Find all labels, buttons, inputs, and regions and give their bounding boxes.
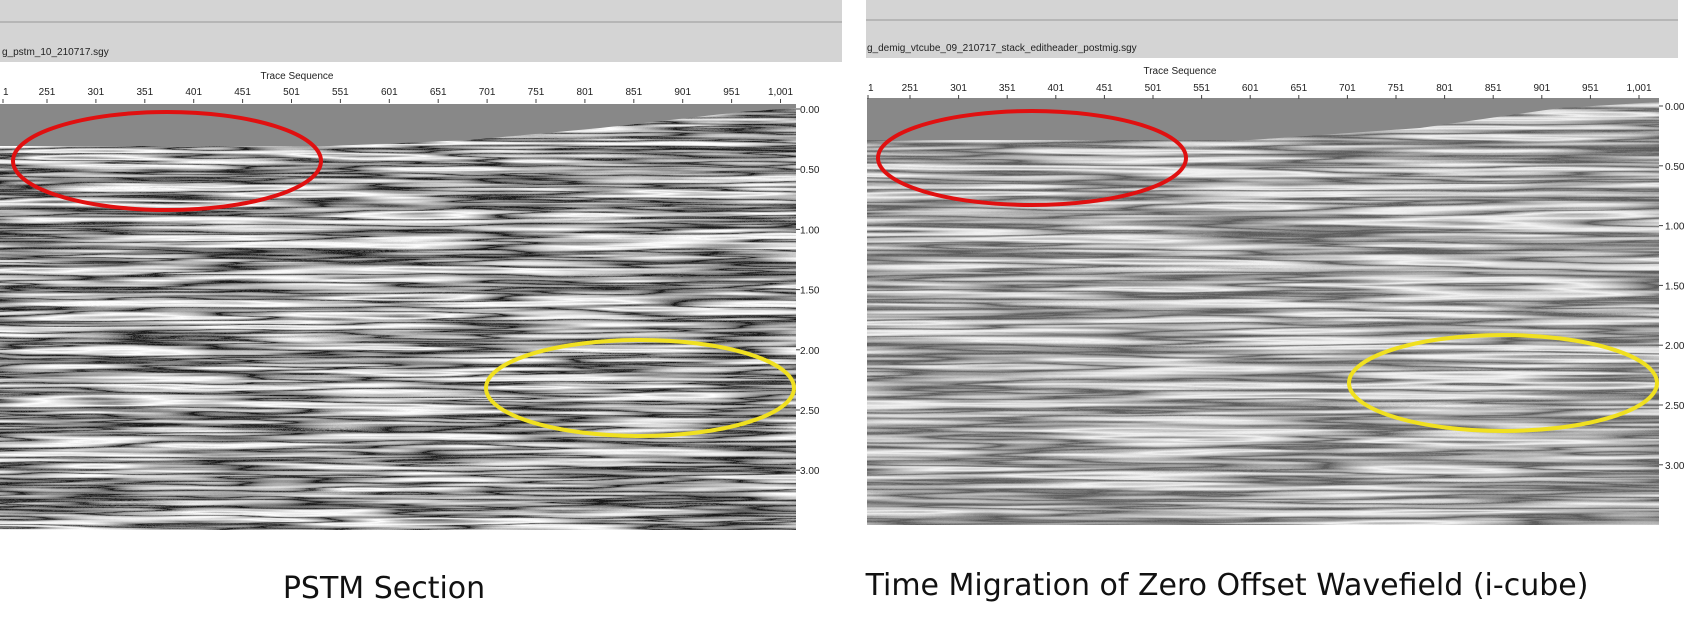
axis-title: Trace Sequence bbox=[260, 71, 333, 82]
x-tick-label: 601 bbox=[1242, 83, 1259, 94]
x-tick-label: 401 bbox=[185, 87, 202, 98]
x-tick-label: 751 bbox=[1388, 83, 1405, 94]
seismic-section bbox=[0, 104, 796, 530]
x-tick-label: 251 bbox=[902, 83, 919, 94]
y-tick-label: 2.50 bbox=[1665, 401, 1685, 412]
x-tick-label: 351 bbox=[136, 87, 153, 98]
x-tick-label: 451 bbox=[1096, 83, 1113, 94]
y-tick-label: 1.50 bbox=[800, 286, 820, 297]
x-tick-label: 501 bbox=[283, 87, 300, 98]
panel-right: g_demig_vtcube_09_210717_stack_editheade… bbox=[865, 0, 1678, 603]
x-tick-label: 701 bbox=[1339, 83, 1356, 94]
x-tick-label: 851 bbox=[1485, 83, 1502, 94]
x-tick-label: 601 bbox=[381, 87, 398, 98]
x-tick-label: 301 bbox=[88, 87, 105, 98]
x-tick-label: 901 bbox=[674, 87, 691, 98]
panel-left: g_pstm_10_210717.sgy Trace Sequence PSTM… bbox=[0, 0, 842, 606]
x-tick-label: 451 bbox=[234, 87, 251, 98]
x-tick-label: 1 bbox=[3, 87, 9, 98]
x-tick-label: 751 bbox=[528, 87, 545, 98]
y-tick-label: 2.00 bbox=[1665, 341, 1685, 352]
x-tick-label: 251 bbox=[39, 87, 56, 98]
file-name: g_demig_vtcube_09_210717_stack_editheade… bbox=[867, 43, 1137, 54]
x-tick-label: 1 bbox=[868, 83, 874, 94]
mute-zone bbox=[867, 98, 1659, 140]
x-tick-label: 351 bbox=[999, 83, 1016, 94]
x-tick-label: 701 bbox=[479, 87, 496, 98]
y-tick-label: 1.50 bbox=[1665, 281, 1685, 292]
y-tick-label: 0.00 bbox=[800, 105, 820, 116]
header-bar bbox=[0, 0, 842, 62]
x-tick-label: 1,001 bbox=[1626, 83, 1651, 94]
y-tick-label: 3.00 bbox=[800, 466, 820, 477]
highlight-red bbox=[11, 110, 323, 212]
caption: PSTM Section bbox=[283, 571, 485, 606]
y-tick-label: 2.50 bbox=[800, 406, 820, 417]
file-name: g_pstm_10_210717.sgy bbox=[2, 47, 109, 58]
x-tick-label: 651 bbox=[1290, 83, 1307, 94]
x-tick-label: 401 bbox=[1047, 83, 1064, 94]
highlight-yellow bbox=[1347, 333, 1659, 433]
y-tick-label: 0.50 bbox=[1665, 162, 1685, 173]
y-tick-label: 0.00 bbox=[1665, 102, 1685, 113]
y-tick-label: 3.00 bbox=[1665, 461, 1685, 472]
x-tick-label: 901 bbox=[1533, 83, 1550, 94]
caption: Time Migration of Zero Offset Wavefield … bbox=[865, 568, 1589, 603]
highlight-yellow bbox=[484, 338, 796, 438]
x-tick-label: 1,001 bbox=[768, 87, 793, 98]
y-tick-label: 1.00 bbox=[800, 225, 820, 236]
x-tick-label: 951 bbox=[723, 87, 740, 98]
x-tick-label: 301 bbox=[950, 83, 967, 94]
x-tick-label: 851 bbox=[625, 87, 642, 98]
x-tick-label: 551 bbox=[1193, 83, 1210, 94]
seismic-section bbox=[867, 98, 1659, 525]
x-tick-label: 951 bbox=[1582, 83, 1599, 94]
y-tick-label: 0.50 bbox=[800, 165, 820, 176]
y-tick-label: 1.00 bbox=[1665, 222, 1685, 233]
x-tick-label: 801 bbox=[577, 87, 594, 98]
highlight-red bbox=[876, 109, 1188, 207]
header-bar bbox=[866, 0, 1678, 58]
x-tick-label: 501 bbox=[1145, 83, 1162, 94]
x-tick-label: 801 bbox=[1436, 83, 1453, 94]
x-tick-label: 651 bbox=[430, 87, 447, 98]
y-tick-label: 2.00 bbox=[800, 346, 820, 357]
x-tick-label: 551 bbox=[332, 87, 349, 98]
axis-title: Trace Sequence bbox=[1143, 66, 1216, 77]
